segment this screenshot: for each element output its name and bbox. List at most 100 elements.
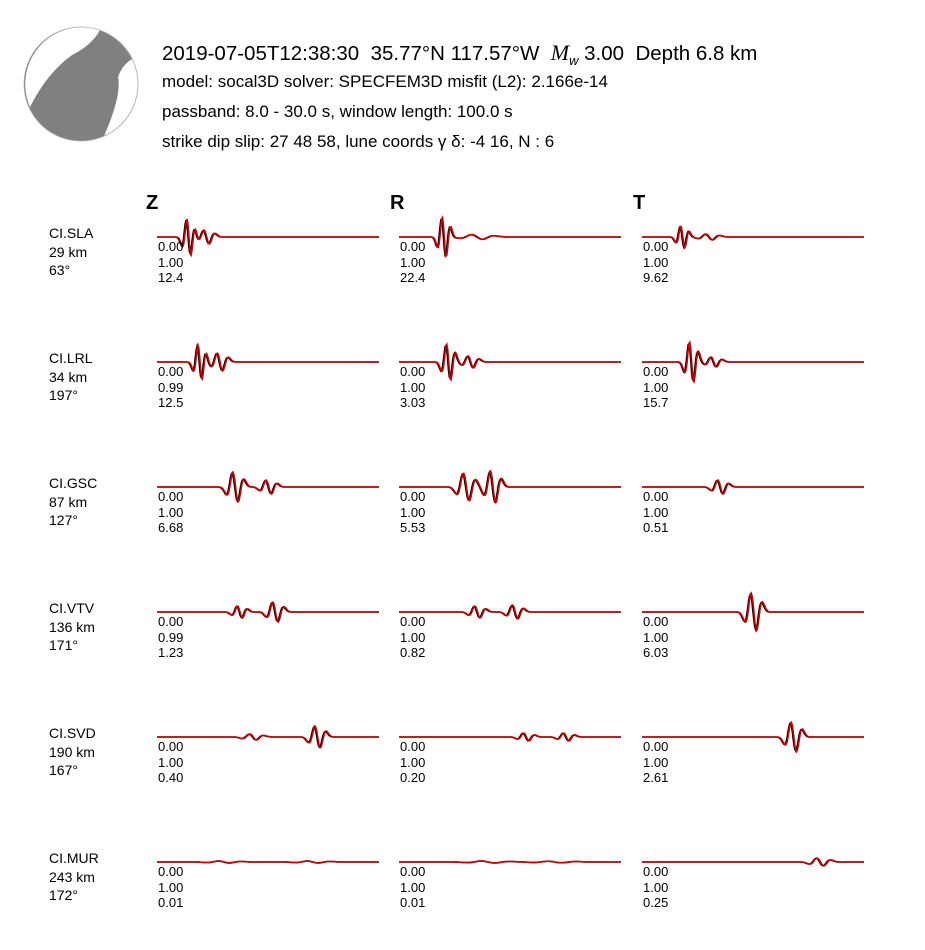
station-name: CI.GSC xyxy=(49,475,98,491)
station-azimuth: 171° xyxy=(49,637,78,653)
station-distance: 243 km xyxy=(49,868,95,885)
mw-value: 3.00 xyxy=(584,42,625,65)
cc-label: 1.00 xyxy=(158,879,184,895)
amplitude-label: 15.7 xyxy=(643,395,669,410)
time-shift-label: 0.00 xyxy=(400,864,426,879)
trace-stats: 0.00 1.00 3.03 xyxy=(400,364,425,411)
time-shift-label: 0.00 xyxy=(400,489,426,504)
trace-stats: 0.00 1.00 0.20 xyxy=(400,739,425,786)
amplitude-label: 9.62 xyxy=(643,270,669,285)
amplitude-label: 0.40 xyxy=(158,770,184,785)
beachball-dilatational-upper xyxy=(25,27,101,107)
time-shift-label: 0.00 xyxy=(158,364,184,379)
time-shift-label: 0.00 xyxy=(400,739,426,754)
time-shift-label: 0.00 xyxy=(400,364,426,379)
header-event-line: 2019-07-05T12:38:30 35.77°N 117.57°W Mw … xyxy=(162,40,757,68)
amplitude-label: 6.68 xyxy=(158,520,184,535)
amplitude-label: 2.61 xyxy=(643,770,669,785)
amplitude-label: 0.01 xyxy=(400,895,426,910)
station-azimuth: 172° xyxy=(49,887,78,903)
station-azimuth: 127° xyxy=(49,512,78,528)
station-name: CI.VTV xyxy=(49,600,95,616)
beachball-focal-mechanism xyxy=(23,26,139,142)
station-info: CI.VTV 136 km 171° xyxy=(49,599,95,655)
cc-label: 1.00 xyxy=(158,504,184,520)
time-shift-label: 0.00 xyxy=(158,489,184,504)
amplitude-label: 0.01 xyxy=(158,895,184,910)
trace-stats: 0.00 1.00 6.68 xyxy=(158,489,183,536)
station-info: CI.SVD 190 km 167° xyxy=(49,724,96,780)
cc-label: 1.00 xyxy=(400,504,426,520)
time-shift-label: 0.00 xyxy=(158,739,184,754)
cc-label: 1.00 xyxy=(400,754,426,770)
cc-label: 1.00 xyxy=(643,379,669,395)
trace-syn-ci-sla-t xyxy=(642,225,864,250)
trace-syn-ci-svd-z xyxy=(157,724,379,749)
station-name: CI.SVD xyxy=(49,725,96,741)
station-distance: 136 km xyxy=(49,618,95,635)
mw-symbol: M xyxy=(550,40,570,65)
header-depth: Depth 6.8 km xyxy=(635,42,758,65)
component-label-t: T xyxy=(633,192,646,214)
cc-label: 1.00 xyxy=(643,629,669,645)
trace-syn-ci-lrl-z xyxy=(157,342,379,382)
trace-stats: 0.00 1.00 0.01 xyxy=(158,864,183,911)
station-azimuth: 167° xyxy=(49,762,78,778)
station-name: CI.LRL xyxy=(49,350,93,366)
station-distance: 34 km xyxy=(49,368,88,385)
amplitude-label: 22.4 xyxy=(400,270,426,285)
cc-label: 1.00 xyxy=(643,254,669,270)
time-shift-label: 0.00 xyxy=(158,864,184,879)
cc-label: 1.00 xyxy=(643,879,669,895)
cc-label: 1.00 xyxy=(643,504,669,520)
time-shift-label: 0.00 xyxy=(643,364,669,379)
trace-syn-ci-vtv-t xyxy=(642,591,864,633)
time-shift-label: 0.00 xyxy=(158,239,184,254)
cc-label: 1.00 xyxy=(400,629,426,645)
component-label-z: Z xyxy=(146,192,159,214)
header-origin-time: 2019-07-05T12:38:30 xyxy=(162,42,360,65)
amplitude-label: 0.20 xyxy=(400,770,426,785)
trace-syn-ci-gsc-r xyxy=(399,469,621,504)
amplitude-label: 0.25 xyxy=(643,895,669,910)
time-shift-label: 0.00 xyxy=(400,614,426,629)
trace-syn-ci-gsc-t xyxy=(642,479,864,495)
trace-syn-ci-lrl-t xyxy=(642,339,864,385)
time-shift-label: 0.00 xyxy=(643,864,669,879)
amplitude-label: 0.51 xyxy=(643,520,669,535)
trace-syn-ci-sla-r xyxy=(399,215,621,259)
cc-label: 1.00 xyxy=(158,254,184,270)
station-info: CI.GSC 87 km 127° xyxy=(49,474,97,530)
station-info: CI.LRL 34 km 197° xyxy=(49,349,93,405)
cc-label: 1.00 xyxy=(643,754,669,770)
header-model-line: model: socal3D solver: SPECFEM3D misfit … xyxy=(162,72,608,91)
trace-syn-ci-svd-r xyxy=(399,732,621,742)
component-label-r: R xyxy=(390,192,405,214)
station-info: CI.MUR 243 km 172° xyxy=(49,849,99,905)
trace-syn-ci-mur-t xyxy=(642,857,864,867)
amplitude-label: 5.53 xyxy=(400,520,426,535)
trace-syn-ci-svd-t xyxy=(642,720,864,754)
trace-stats: 0.00 1.00 9.62 xyxy=(643,239,668,286)
trace-stats: 0.00 1.00 0.51 xyxy=(643,489,668,536)
cc-label: 1.00 xyxy=(400,879,426,895)
trace-stats: 0.00 0.99 1.23 xyxy=(158,614,183,661)
trace-stats: 0.00 1.00 0.25 xyxy=(643,864,668,911)
time-shift-label: 0.00 xyxy=(400,239,426,254)
amplitude-label: 6.03 xyxy=(643,645,669,660)
trace-syn-ci-gsc-z xyxy=(157,470,379,504)
header-passband-line: passband: 8.0 - 30.0 s, window length: 1… xyxy=(162,102,513,121)
station-name: CI.SLA xyxy=(49,225,94,241)
time-shift-label: 0.00 xyxy=(158,614,184,629)
trace-stats: 0.00 1.00 22.4 xyxy=(400,239,425,286)
cc-label: 0.99 xyxy=(158,629,184,645)
amplitude-label: 1.23 xyxy=(158,645,184,660)
cc-label: 1.00 xyxy=(400,379,426,395)
trace-syn-ci-vtv-r xyxy=(399,604,621,620)
time-shift-label: 0.00 xyxy=(643,739,669,754)
amplitude-label: 3.03 xyxy=(400,395,426,410)
cc-label: 1.00 xyxy=(400,254,426,270)
header-magnitude: Mw 3.00 xyxy=(550,40,625,68)
station-distance: 29 km xyxy=(49,243,88,260)
trace-syn-ci-lrl-r xyxy=(399,341,621,382)
